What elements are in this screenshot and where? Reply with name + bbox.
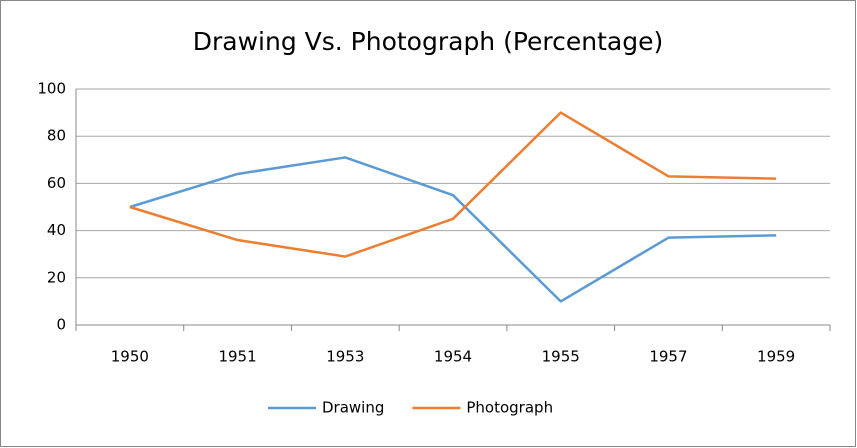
x-tick-label: 1951 [218,348,256,366]
y-tick-label: 80 [47,127,66,145]
x-tick-label: 1957 [649,348,687,366]
legend-label: Drawing [322,399,384,417]
x-tick-label: 1953 [326,348,364,366]
y-tick-label: 40 [47,221,66,239]
chart-title: Drawing Vs. Photograph (Percentage) [193,27,664,56]
x-tick-label: 1950 [111,348,149,366]
x-tick-label: 1954 [434,348,472,366]
series-line [129,156,777,303]
y-tick-label: 100 [37,80,66,98]
y-tick-label: 0 [56,316,66,334]
y-tick-label: 60 [47,174,66,192]
y-tick-label: 20 [47,268,66,286]
x-tick-label: 1955 [542,348,580,366]
x-tick-label: 1959 [757,348,795,366]
legend-label: Photograph [466,399,553,417]
series-line [129,111,777,258]
